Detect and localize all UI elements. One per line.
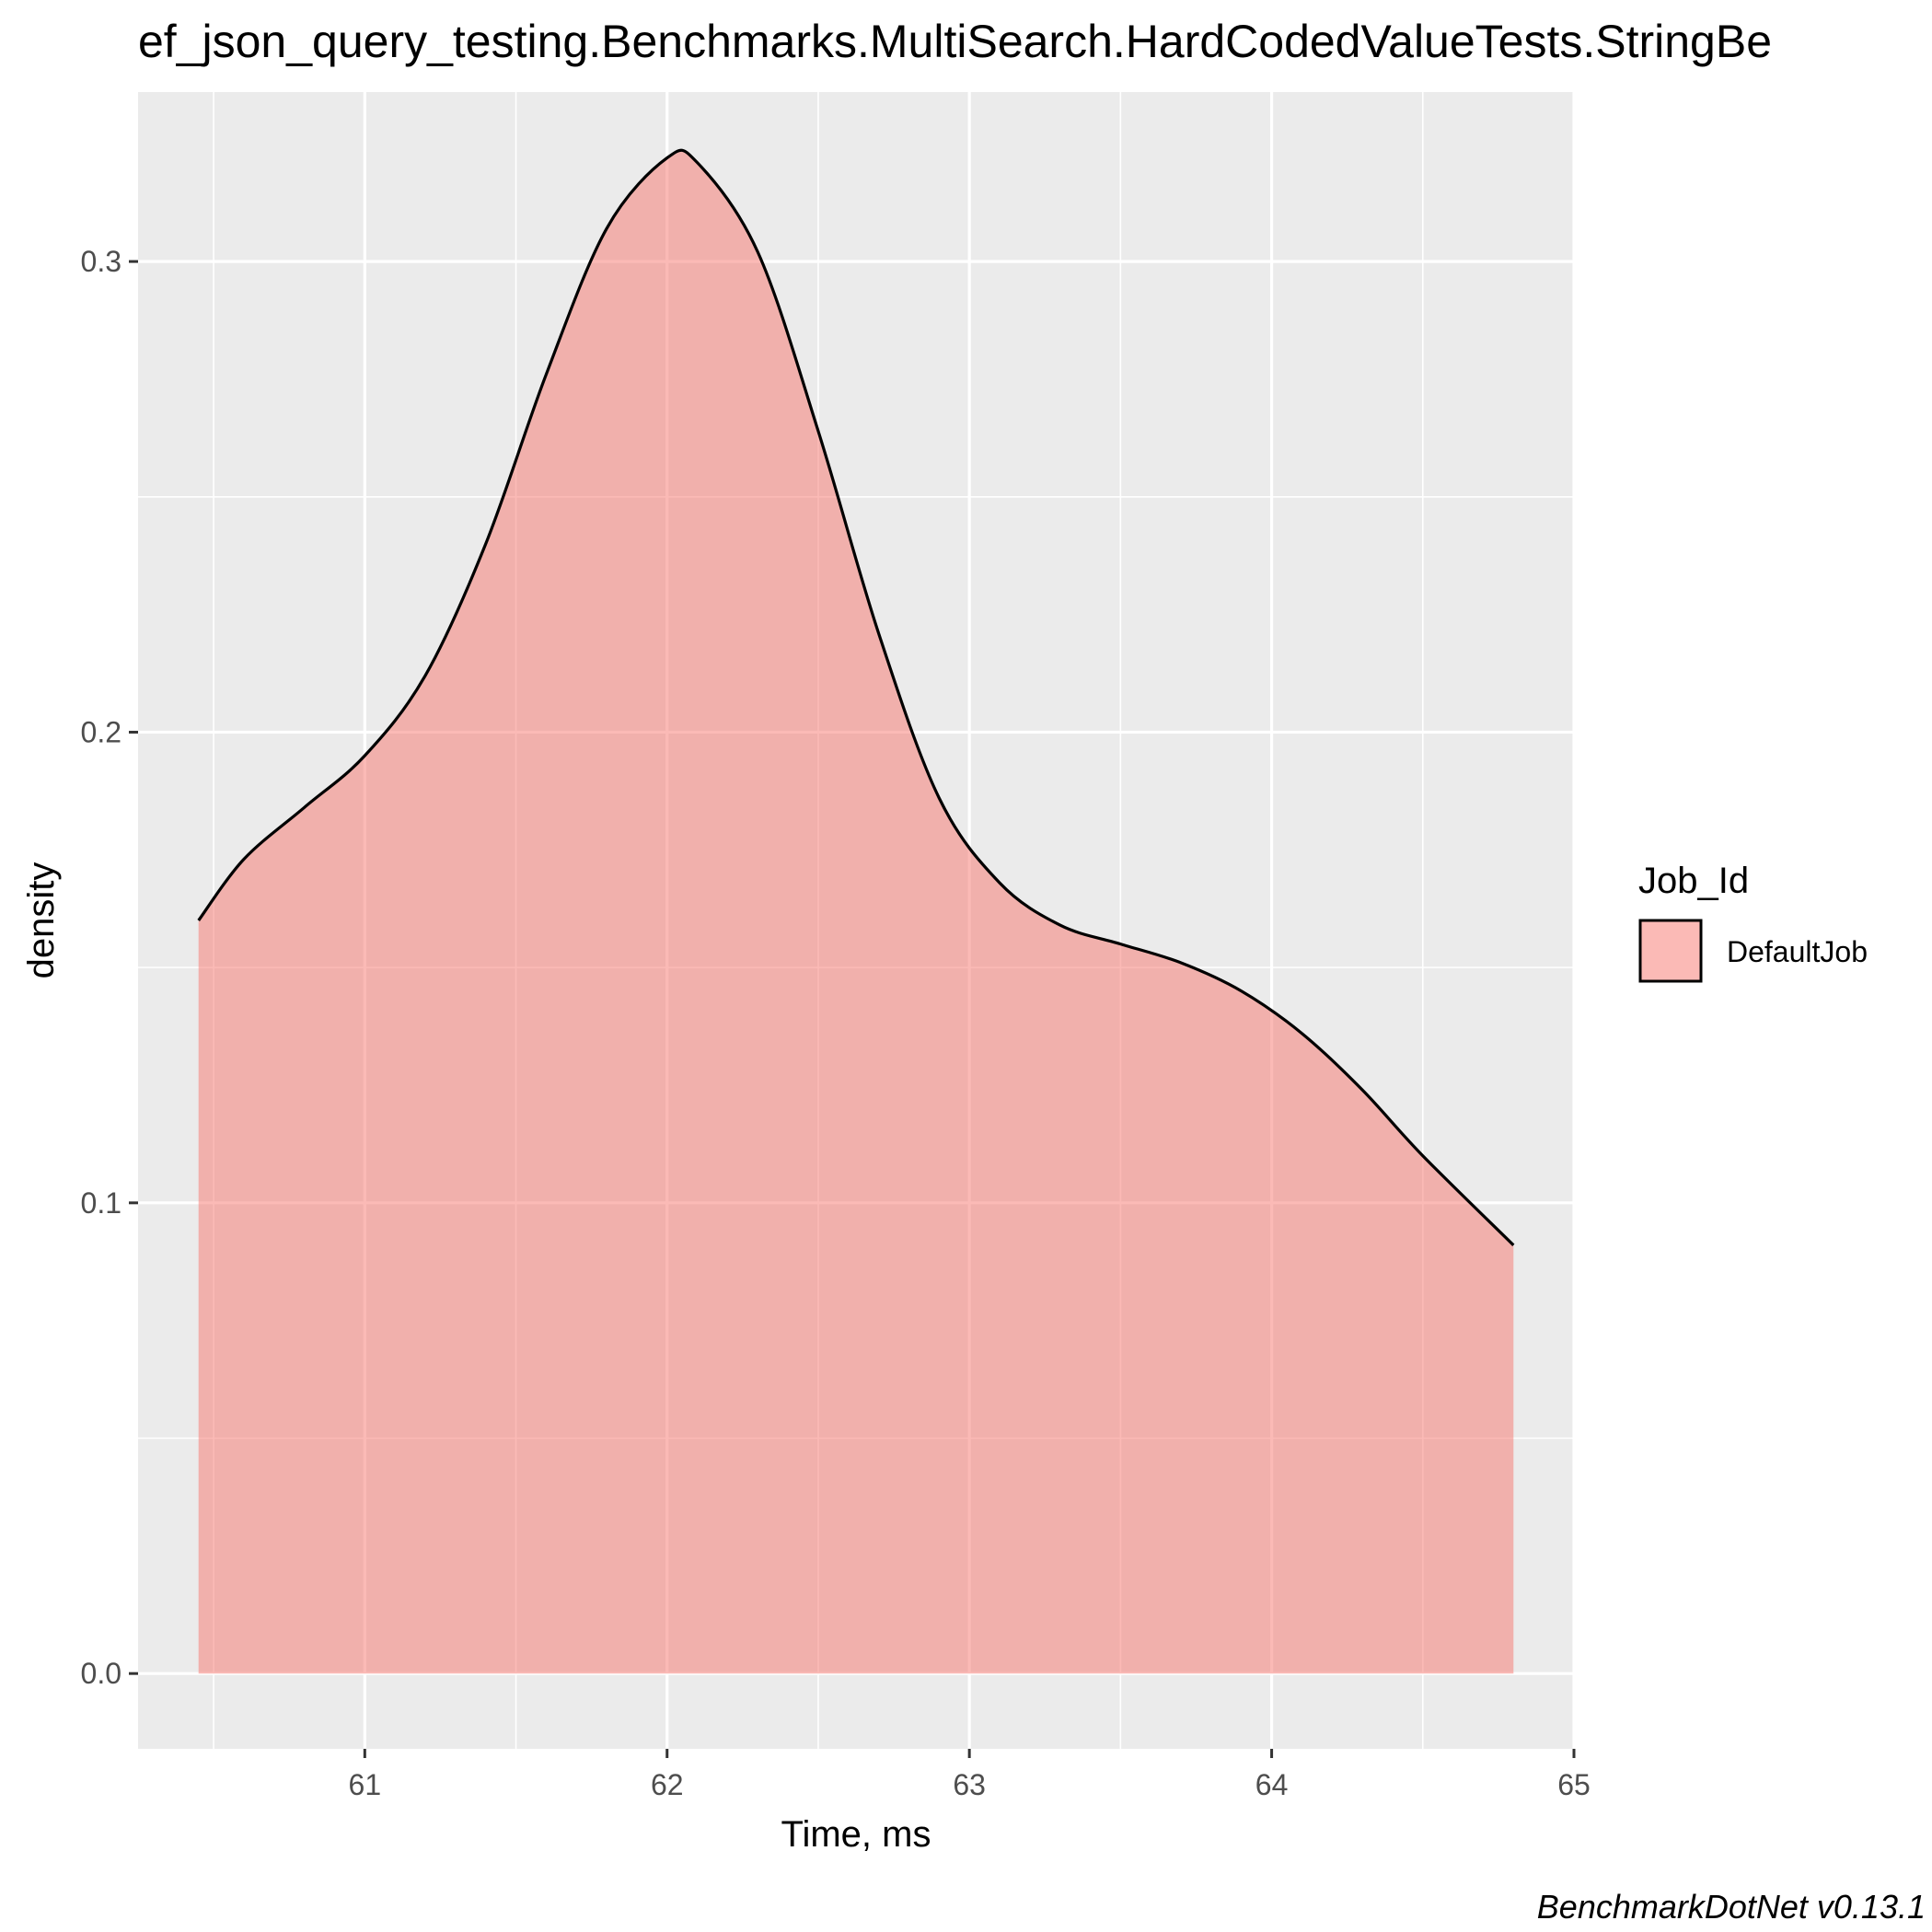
y-tick-label: 0.2	[81, 715, 121, 748]
x-axis-label: Time, ms	[781, 1814, 931, 1855]
x-axis: 61 62 63 64 65	[349, 1749, 1591, 1801]
x-tick-label: 61	[349, 1768, 382, 1801]
chart-title: ef_json_query_testing.Benchmarks.MultiSe…	[138, 16, 1772, 67]
y-tick-label: 0.1	[81, 1186, 121, 1220]
legend-label-defaultjob: DefaultJob	[1727, 935, 1868, 968]
y-tick-label: 0.0	[81, 1657, 121, 1690]
y-axis-label: density	[21, 862, 62, 979]
caption: BenchmarkDotNet v0.13.1	[1537, 1888, 1926, 1926]
y-axis: 0.0 0.1 0.2 0.3	[81, 245, 138, 1690]
legend: Job_Id DefaultJob	[1638, 861, 1868, 983]
legend-title: Job_Id	[1638, 861, 1749, 901]
x-tick-label: 63	[953, 1768, 986, 1801]
density-curve	[197, 148, 1515, 1246]
x-tick-label: 65	[1557, 1768, 1591, 1801]
density-area	[198, 150, 1514, 1674]
x-tick-label: 62	[651, 1768, 684, 1801]
y-tick-label: 0.3	[81, 245, 121, 278]
legend-key-defaultjob	[1638, 919, 1703, 983]
x-tick-label: 64	[1255, 1768, 1289, 1801]
